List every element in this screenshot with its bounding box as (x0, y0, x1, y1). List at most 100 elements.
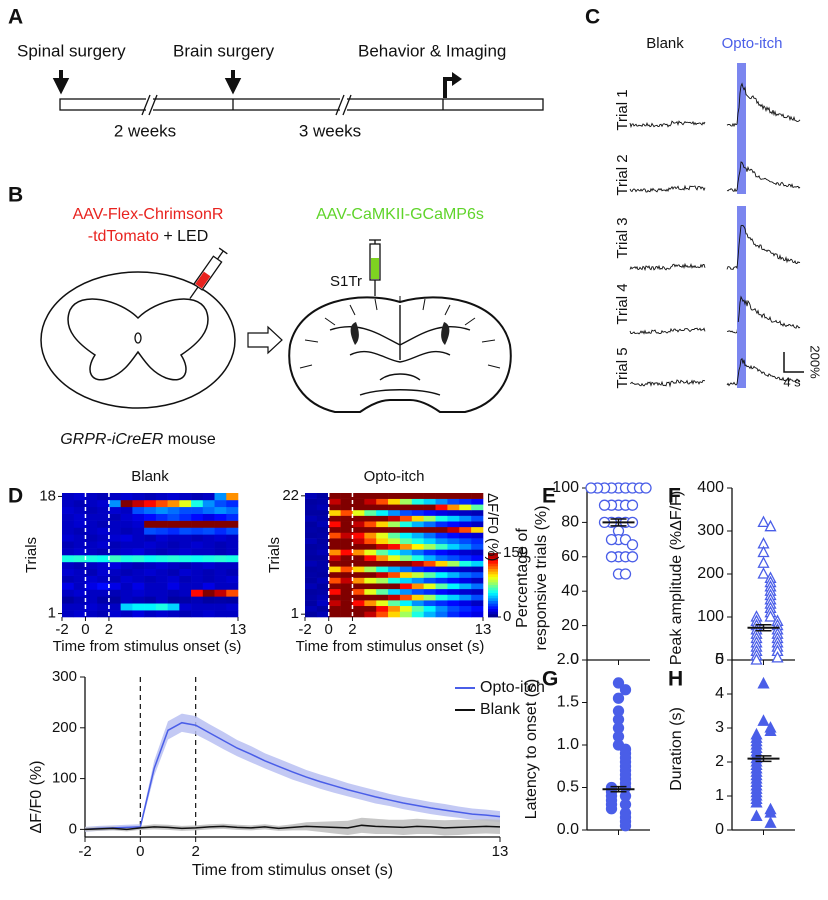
heatmap-cell (364, 577, 377, 584)
heatmap-cell (62, 534, 75, 542)
heatmap-cell (388, 498, 401, 505)
heatmap-cell (459, 605, 472, 612)
heatmap-cell (144, 548, 157, 556)
colorbar-segment (488, 611, 498, 615)
heatmap-cell (226, 555, 239, 563)
heatmap-cell (214, 534, 227, 542)
heatmap-cell (352, 549, 365, 556)
colorbar-segment (488, 563, 498, 567)
heatmap-cell (305, 571, 318, 578)
heatmap-cell (167, 499, 180, 508)
heatmap-cell (191, 610, 204, 618)
heatmap-cell (305, 549, 318, 556)
heatmap-cell (73, 527, 86, 535)
heatmap-cell (226, 520, 239, 528)
panel-label: C (585, 6, 600, 29)
colorbar-tick-label: 0 (503, 608, 511, 625)
heatmap-cell (155, 575, 168, 583)
heatmap-cell (85, 596, 98, 604)
heatmap-cell (364, 605, 377, 612)
heatmap-cell (108, 610, 121, 618)
heatmap-cell (471, 594, 484, 601)
heatmap-cell (411, 583, 424, 590)
heatmap-cell (328, 588, 341, 595)
region-label: S1Tr (330, 273, 362, 290)
heatmap-cell (459, 493, 472, 499)
colorbar-segment (488, 558, 498, 562)
heatmap-cell (399, 521, 413, 528)
data-point (750, 795, 763, 808)
heatmap-cell (120, 582, 133, 590)
heatmap-cell (399, 566, 413, 573)
heatmap-cell (447, 532, 460, 539)
heatmap-cell (423, 549, 436, 556)
cortex-boundary (299, 296, 501, 369)
arrow (247, 325, 283, 355)
heatmap-cell (340, 600, 353, 607)
heatmap-cell (447, 526, 460, 533)
heatmap-cell (471, 571, 484, 578)
heatmap-cell (328, 498, 341, 505)
heatmap-cell (423, 571, 436, 578)
heatmap-cell (97, 596, 110, 604)
heatmap-cell (144, 589, 157, 597)
heatmap-cell (144, 534, 157, 542)
heatmap-cell (459, 588, 472, 595)
heatmap-cell (423, 515, 436, 522)
heatmap-cell (447, 605, 460, 612)
heatmap-cell (85, 513, 98, 521)
heatmap-cell (352, 538, 365, 545)
heatmap-cell (120, 548, 133, 556)
heatmap-cell (435, 555, 448, 561)
heatmap-cell (85, 575, 98, 583)
heatmap-cell (423, 600, 436, 607)
y-tick-label: 400 (697, 479, 724, 496)
panel-label: D (8, 485, 23, 508)
heatmap-cell (155, 499, 168, 508)
heatmap-cell (471, 515, 484, 522)
heatmap-cell (411, 498, 424, 505)
heatmap-cell (352, 583, 365, 590)
heatmap-cell (167, 596, 180, 604)
heatmap-cell (132, 527, 145, 535)
y-tick-label: 300 (52, 668, 77, 685)
heatmap-cell (376, 498, 389, 505)
heatmap-cell (214, 506, 227, 514)
heatmap-cell (202, 520, 215, 528)
heatmap-cell (97, 610, 110, 618)
heatmap-cell (167, 506, 180, 514)
heatmap-cell (62, 596, 75, 604)
heatmap-cell (226, 589, 239, 597)
heatmap-cell (305, 532, 318, 539)
heatmap-cell (144, 561, 157, 570)
heatmap-cell (214, 527, 227, 535)
heatmap-cell (62, 589, 75, 597)
colorbar-segment (488, 582, 498, 586)
heatmap-cell (447, 560, 460, 567)
heatmap-cell (226, 548, 239, 556)
heatmap-cell (214, 589, 227, 597)
heatmap-cell (471, 583, 484, 590)
trial-label: Trial 5 (614, 347, 631, 388)
heatmap-cell (316, 583, 330, 590)
heatmap-cell (423, 498, 436, 505)
heatmap-cell (435, 526, 448, 533)
y-tick-label: 100 (697, 608, 724, 625)
heatmap-cell (423, 509, 436, 516)
heatmap-cell (144, 575, 157, 583)
heatmap-cell (435, 498, 448, 505)
heatmap-cell (73, 555, 86, 563)
heatmap-cell (340, 538, 353, 545)
heatmap-cell (388, 611, 401, 618)
heatmap-cell (364, 509, 377, 516)
colorbar-segment (488, 571, 498, 575)
heatmap-cell (191, 603, 204, 611)
arrow (224, 70, 242, 95)
heatmap-cell (97, 534, 110, 542)
heatmap-cell (471, 509, 484, 516)
heatmap-cell (423, 493, 436, 499)
heatmap-cell (399, 515, 413, 522)
trace (726, 161, 801, 193)
heatmap-cell (399, 526, 413, 533)
legend-label: Opto-itch (480, 679, 545, 696)
